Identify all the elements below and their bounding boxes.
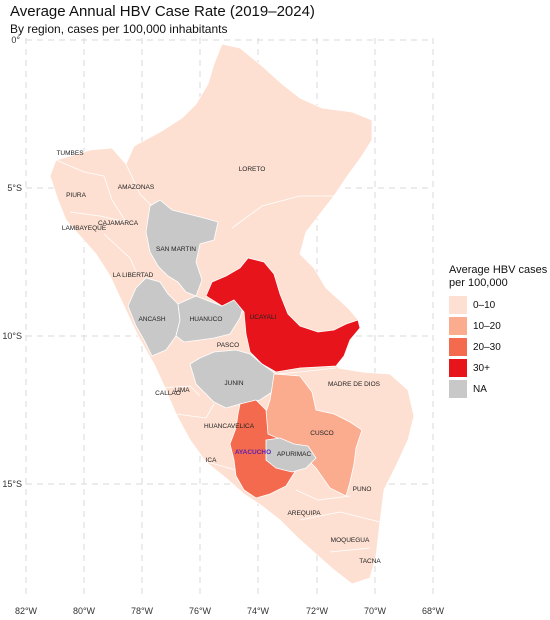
lat-tick-15: 15°S [2, 479, 22, 489]
label-lima: LIMA [174, 387, 190, 394]
label-lambayeque: LAMBAYEQUE [62, 225, 107, 232]
legend-item-20-30: 20–30 [449, 338, 549, 356]
label-tumbes: TUMBES [56, 150, 84, 157]
label-ucayali: UCAYALI [250, 314, 277, 321]
lon-tick-82: 82°W [15, 606, 38, 616]
region-borders [55, 159, 381, 553]
legend: Average HBV cases per 100,000 0–10 10–20… [449, 264, 549, 401]
legend-swatch-0-10 [449, 296, 467, 314]
region-ucayali [205, 257, 361, 373]
legend-label-20-30: 20–30 [473, 341, 501, 353]
legend-label-0-10: 0–10 [473, 299, 496, 311]
legend-item-30-plus: 30+ [449, 359, 549, 377]
lon-axis-labels: 82°W 80°W 78°W 76°W 74°W 72°W 70°W 68°W [15, 606, 445, 616]
region-san-martin [145, 199, 219, 297]
lon-tick-76: 76°W [189, 606, 212, 616]
label-tacna: TACNA [359, 558, 381, 565]
legend-swatch-30-plus [449, 359, 467, 377]
legend-swatch-20-30 [449, 338, 467, 356]
region-huanuco [175, 295, 245, 343]
label-huanuco: HUANUCO [190, 316, 223, 323]
label-la-libertad: LA LIBERTAD [113, 272, 154, 279]
label-callao: CALLAO [155, 390, 181, 397]
lat-tick-5: 5°S [7, 183, 22, 193]
label-ayacucho: AYACUCHO [235, 449, 271, 456]
label-loreto: LORETO [239, 166, 266, 173]
legend-label-30-plus: 30+ [473, 362, 490, 374]
label-pasco: PASCO [217, 342, 239, 349]
region-ayacucho [229, 399, 297, 499]
label-cusco: CUSCO [310, 430, 333, 437]
label-ica: ICA [206, 457, 218, 464]
lon-tick-80: 80°W [73, 606, 96, 616]
label-san-martin: SAN MARTIN [156, 246, 196, 253]
map-subtitle: By region, cases per 100,000 inhabitants [10, 22, 228, 36]
lon-tick-78: 78°W [131, 606, 154, 616]
lon-tick-68: 68°W [422, 606, 445, 616]
label-moquegua: MOQUEGUA [331, 537, 370, 544]
legend-title: Average HBV cases per 100,000 [449, 264, 549, 290]
lat-tick-0: 0° [11, 35, 20, 45]
legend-title-line2: per 100,000 [449, 277, 508, 289]
legend-title-line1: Average HBV cases [449, 264, 548, 276]
legend-swatch-na [449, 380, 467, 398]
label-amazonas: AMAZONAS [118, 184, 155, 191]
lat-axis-labels: 0° 5°S 10°S 15°S [2, 35, 22, 489]
legend-label-10-20: 10–20 [473, 320, 501, 332]
lon-tick-74: 74°W [247, 606, 270, 616]
label-arequipa: AREQUIPA [287, 510, 321, 517]
region-apurimac [265, 437, 317, 473]
label-huancavelica: HUANCAVELICA [204, 423, 255, 430]
lon-tick-72: 72°W [306, 606, 329, 616]
label-junin: JUNIN [224, 380, 243, 387]
legend-item-0-10: 0–10 [449, 296, 549, 314]
label-madre-de-dios: MADRE DE DIOS [328, 381, 381, 388]
legend-label-na: NA [473, 383, 487, 395]
label-cajamarca: CAJAMARCA [98, 220, 139, 227]
label-puno: PUNO [353, 486, 372, 493]
region-labels: TUMBES PIURA AMAZONAS LORETO CAJAMARCA L… [56, 150, 381, 565]
legend-item-10-20: 10–20 [449, 317, 549, 335]
legend-item-na: NA [449, 380, 549, 398]
lat-tick-10: 10°S [2, 331, 22, 341]
label-apurimac: APURIMAC [277, 451, 312, 458]
lon-tick-70: 70°W [364, 606, 387, 616]
legend-swatch-10-20 [449, 317, 467, 335]
label-ancash: ANCASH [138, 316, 165, 323]
map-title: Average Annual HBV Case Rate (2019–2024) [10, 3, 315, 20]
label-piura: PIURA [66, 192, 87, 199]
